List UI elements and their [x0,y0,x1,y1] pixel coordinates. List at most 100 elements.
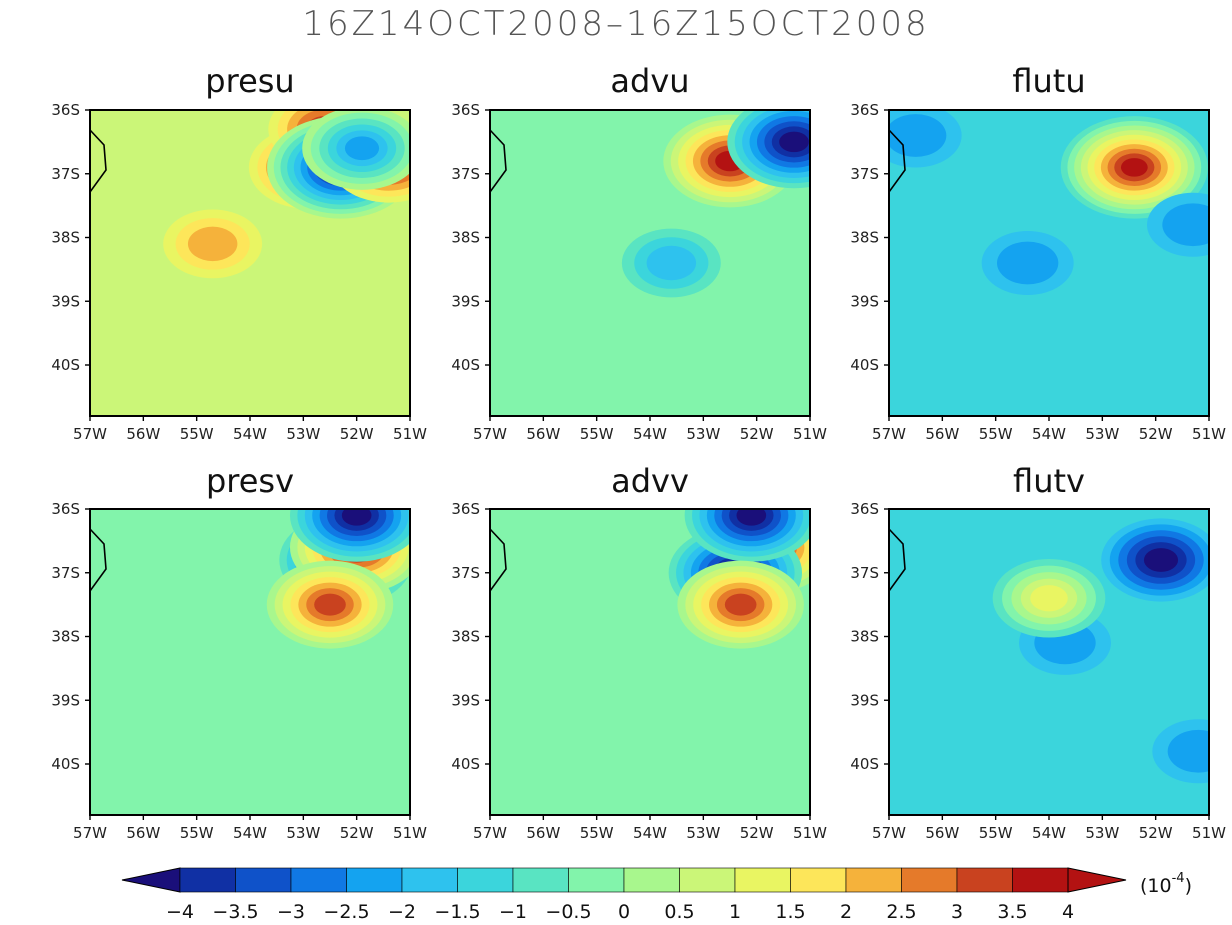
colorbar-tick-label: 3.5 [997,901,1027,923]
y-tick-label: 38S [850,229,879,247]
coastline [90,129,107,193]
colorbar-min-arrow [121,867,181,893]
x-tick-label: 51W [393,425,427,443]
x-tick-label: 53W [286,824,320,842]
panel-title: flutu [1012,62,1085,100]
y-tick-label: 36S [850,101,879,119]
x-tick-label: 54W [633,425,667,443]
colorbar-swatch [679,867,736,893]
colorbar-swatch [235,867,292,893]
panel-presv: presv 57W 56W 55W 54W 53W 52W 51W 36S 37S 38S 39S 40… [51,462,427,842]
panel-flutu: flutu 57W 56W 55W 54W 53W 52W 51W 36S 37S 38S 39S 40… [850,62,1226,443]
y-tick-label: 39S [51,691,80,709]
coastline [889,528,906,592]
colorbar-tick-label: −2.5 [323,901,369,923]
coastline [889,129,906,193]
panel-title: advv [611,462,689,500]
colorbar-tick-label: 2 [840,901,852,923]
y-tick-label: 39S [850,691,879,709]
x-tick-label: 55W [180,425,214,443]
coastline [90,528,107,592]
x-tick-label: 54W [633,824,667,842]
colorbar-tick-label: 3 [951,901,963,923]
contour-4-6 [344,136,380,161]
y-tick-label: 37S [51,564,80,582]
y-tick-label: 38S [850,628,879,646]
panel-advu: advu 57W 56W 55W 54W 53W 52W 51W 36S 37S 38S 39S 40S [451,62,827,443]
x-tick-label: 52W [740,824,774,842]
y-tick-label: 37S [451,165,480,183]
x-tick-label: 53W [686,824,720,842]
colorbar-swatch [734,867,791,893]
x-tick-label: 56W [526,425,560,443]
x-tick-label: 54W [233,425,267,443]
colorbar-tick-label: −3 [277,901,305,923]
colorbar-swatch [956,867,1013,893]
y-tick-label: 37S [850,564,879,582]
colorbar-tick-label: 1 [729,901,741,923]
contour-5-3 [187,226,238,262]
contour-2-7 [314,593,346,616]
y-tick-label: 40S [451,356,480,374]
y-tick-label: 39S [451,691,480,709]
colorbar-swatch [346,867,403,893]
colorbar-swatch [512,867,569,893]
x-tick-label: 57W [73,425,107,443]
contour-1-8 [779,131,809,153]
colorbar-swatch [290,867,347,893]
coastline [490,129,507,193]
x-tick-label: 51W [793,824,827,842]
y-tick-label: 40S [451,755,480,773]
x-tick-label: 52W [740,425,774,443]
x-tick-label: 56W [126,824,160,842]
colorbar-tick-label: −0.5 [545,901,591,923]
x-tick-label: 54W [1032,824,1066,842]
colorbar: −4 −3.5 −3 −2.5 −2 −1.5 −1 −0.5 0 0.5 1 1.5 2 2.5 3 3.5… [121,867,1192,923]
colorbar-tick-label: −1.5 [434,901,480,923]
y-tick-label: 40S [51,755,80,773]
y-tick-label: 39S [451,292,480,310]
x-tick-label: 52W [340,824,374,842]
colorbar-swatch [179,867,236,893]
contour-2-2 [1167,729,1209,773]
colorbar-swatch [845,867,902,893]
y-tick-label: 39S [850,292,879,310]
x-tick-label: 55W [979,824,1013,842]
colorbar-tick-label: −2 [388,901,416,923]
y-tick-label: 36S [51,101,80,119]
x-tick-label: 54W [1032,425,1066,443]
x-tick-label: 56W [126,425,160,443]
y-tick-label: 40S [850,356,879,374]
y-tick-label: 36S [451,500,480,518]
x-tick-label: 52W [1139,824,1173,842]
x-tick-label: 57W [473,425,507,443]
x-tick-label: 55W [580,425,614,443]
y-tick-label: 40S [850,755,879,773]
x-tick-label: 56W [526,824,560,842]
figure-title: 16Z14OCT2008–16Z15OCT2008 [302,4,930,44]
x-tick-label: 53W [1085,824,1119,842]
colorbar-tick-label: −4 [166,901,194,923]
y-tick-label: 37S [451,564,480,582]
y-tick-label: 37S [51,165,80,183]
x-tick-label: 54W [233,824,267,842]
colorbar-max-arrow [1067,867,1127,893]
colorbar-swatch [1012,867,1069,893]
x-tick-label: 52W [340,425,374,443]
contour-3-7 [724,593,757,616]
x-tick-label: 51W [1192,425,1226,443]
colorbar-swatch [457,867,514,893]
colorbar-units: (10-4) [1140,871,1192,897]
contour-3-2 [996,241,1059,285]
x-tick-label: 51W [793,425,827,443]
contour-3-5 [1030,585,1068,612]
y-tick-label: 36S [850,500,879,518]
panel-title: flutv [1013,462,1085,500]
contour-3-8 [341,509,372,526]
colorbar-swatch [790,867,847,893]
x-tick-label: 57W [473,824,507,842]
colorbar-swatch [901,867,958,893]
x-tick-label: 57W [872,425,906,443]
x-tick-label: 53W [686,425,720,443]
